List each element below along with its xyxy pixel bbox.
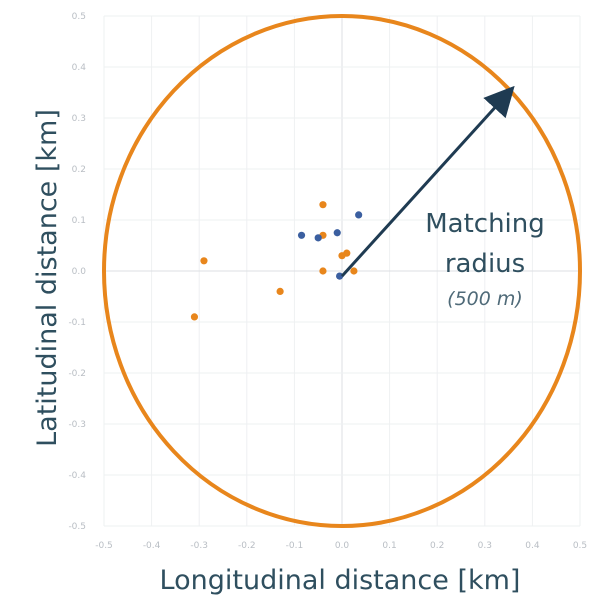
- data-point: [319, 201, 327, 209]
- data-point: [297, 231, 306, 239]
- matching-radius-circle: [102, 14, 582, 528]
- x-tick-label: 0.5: [573, 541, 587, 551]
- x-tick-label: -0.5: [95, 541, 113, 551]
- x-tick-label: 0.4: [525, 541, 540, 551]
- data-point: [350, 267, 358, 275]
- x-tick-label: 0.3: [478, 541, 492, 551]
- y-tick-label: 0.1: [72, 216, 86, 226]
- x-tick-label: 0.1: [382, 541, 396, 551]
- x-tick-label: -0.4: [143, 541, 161, 551]
- radius-arrow: [340, 85, 515, 278]
- x-tick-label: -0.1: [286, 541, 304, 551]
- y-tick-label: -0.5: [68, 522, 86, 532]
- data-point: [319, 267, 327, 275]
- y-tick-label: 0.0: [72, 267, 87, 277]
- data-point: [343, 249, 351, 257]
- x-tick-label: 0.2: [430, 541, 444, 551]
- x-axis-title: Longitudinal distance [km]: [160, 565, 521, 596]
- data-point: [200, 257, 208, 265]
- data-point: [355, 211, 363, 219]
- y-tick-label: -0.4: [68, 471, 86, 481]
- y-axis-title: Latitudinal distance [km]: [32, 109, 63, 447]
- data-points: [190, 201, 363, 321]
- annotation-line1: Matching: [425, 209, 545, 239]
- y-tick-label: -0.3: [68, 420, 86, 430]
- grid: [103, 15, 581, 527]
- y-tick-label: 0.5: [72, 12, 86, 22]
- tick-labels: -0.5 -0.4 -0.3 -0.2 -0.1 0.0 0.1 0.2 0.3 0.4 0.5 -0…: [68, 12, 587, 551]
- data-point: [314, 234, 322, 242]
- data-point: [336, 272, 344, 280]
- data-point: [333, 229, 341, 237]
- y-tick-label: 0.3: [72, 114, 86, 124]
- x-tick-label: -0.2: [238, 541, 256, 551]
- y-tick-label: -0.2: [68, 369, 86, 379]
- y-tick-label: 0.2: [72, 165, 86, 175]
- data-point: [276, 287, 284, 295]
- y-tick-label: -0.1: [68, 318, 86, 328]
- y-tick-label: 0.4: [72, 63, 87, 73]
- annotation-line3: (500 m): [447, 288, 523, 310]
- data-point: [190, 313, 199, 321]
- x-tick-label: -0.3: [190, 541, 208, 551]
- x-tick-label: 0.0: [335, 541, 350, 551]
- annotation-line2: radius: [445, 249, 525, 279]
